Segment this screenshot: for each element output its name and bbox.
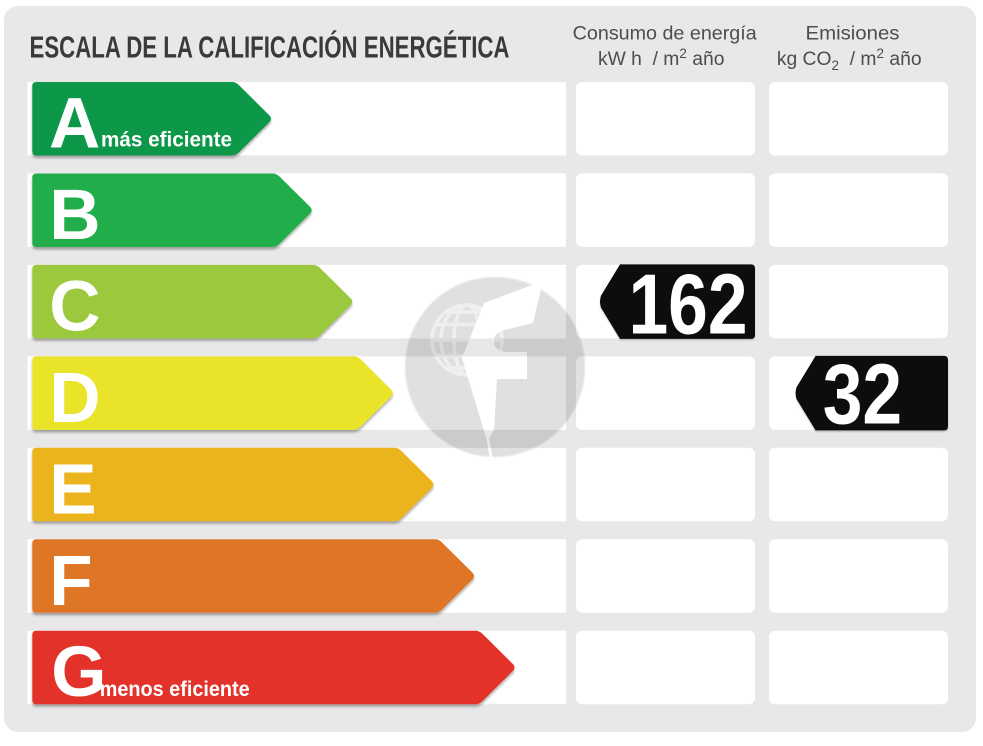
svg-text:162: 162: [628, 257, 747, 352]
svg-text:kW h / m2 año: kW h / m2 año: [598, 46, 724, 70]
svg-text:F: F: [49, 542, 92, 621]
svg-text:G: G: [51, 633, 106, 712]
svg-text:más eficiente: más eficiente: [101, 127, 232, 151]
svg-text:C: C: [49, 267, 100, 346]
svg-text:ESCALA DE LA CALIFICACIÓN ENER: ESCALA DE LA CALIFICACIÓN ENERGÉTICA: [30, 29, 510, 65]
svg-text:kg CO2 / m2 año: kg CO2 / m2 año: [777, 46, 922, 73]
svg-text:B: B: [49, 176, 100, 255]
svg-text:Consumo de energía: Consumo de energía: [573, 24, 757, 45]
svg-text:menos eficiente: menos eficiente: [100, 677, 250, 701]
svg-text:Emisiones: Emisiones: [806, 24, 900, 45]
svg-text:D: D: [49, 359, 100, 438]
svg-text:32: 32: [823, 346, 902, 441]
svg-text:E: E: [49, 450, 96, 529]
svg-text:A: A: [49, 85, 100, 164]
